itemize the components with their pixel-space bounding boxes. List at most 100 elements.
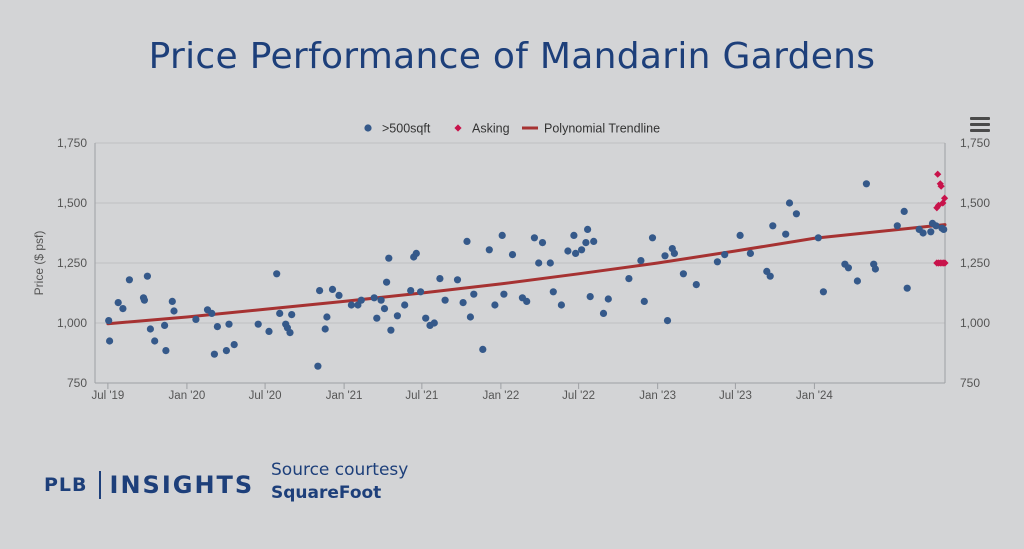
- source-credit: Source courtesy SquareFoot: [271, 460, 408, 503]
- data-point: [377, 296, 385, 304]
- legend-marker-points: [364, 124, 372, 132]
- x-tick-label: Jul '19: [91, 390, 124, 402]
- data-point: [328, 285, 337, 293]
- data-point: [819, 288, 828, 296]
- data-point: [814, 234, 822, 242]
- page-title: Price Performance of Mandarin Gardens: [148, 36, 876, 77]
- data-point: [604, 295, 612, 303]
- data-point: [347, 301, 355, 309]
- data-point: [222, 347, 230, 355]
- data-point: [210, 350, 218, 358]
- data-point: [288, 311, 296, 319]
- asking-point: [933, 204, 941, 212]
- data-point: [407, 287, 415, 295]
- data-point: [582, 239, 590, 247]
- data-point: [170, 307, 178, 315]
- x-tick-label: Jan '24: [796, 390, 833, 402]
- data-point: [769, 222, 777, 230]
- y-tick-label-right: 1,500: [960, 196, 990, 210]
- data-point: [549, 288, 557, 296]
- data-point: [670, 249, 679, 257]
- data-point: [162, 347, 170, 355]
- data-point: [143, 272, 151, 280]
- source-line2: SquareFoot: [271, 483, 382, 503]
- data-point: [663, 317, 672, 325]
- data-point: [417, 288, 425, 296]
- asking-point: [934, 201, 943, 209]
- x-tick-label: Jan '20: [169, 390, 206, 402]
- data-point: [385, 254, 393, 262]
- data-point: [393, 312, 401, 320]
- data-point: [430, 319, 438, 327]
- data-point: [370, 294, 378, 302]
- data-point: [871, 265, 880, 273]
- chart-gridlines: [95, 142, 945, 384]
- data-point: [106, 337, 114, 345]
- data-point: [578, 246, 586, 254]
- data-point: [637, 257, 645, 265]
- data-point: [599, 309, 608, 317]
- data-point: [900, 207, 908, 215]
- data-point: [564, 247, 572, 255]
- data-point: [105, 317, 113, 325]
- hamburger-menu-icon[interactable]: [970, 117, 990, 134]
- asking-point: [934, 170, 942, 178]
- legend-label-trendline: Polynomial Trendline: [544, 122, 660, 136]
- data-point: [380, 305, 389, 313]
- data-point: [479, 345, 487, 353]
- data-point: [530, 234, 539, 242]
- data-point: [546, 259, 554, 267]
- data-point: [387, 326, 395, 334]
- data-point: [692, 281, 700, 289]
- data-point: [746, 249, 755, 257]
- asking-series: [933, 170, 949, 267]
- data-point: [940, 225, 948, 233]
- legend-label-asking: Asking: [472, 122, 510, 136]
- x-tick-label: Jul '21: [405, 390, 438, 402]
- data-point: [844, 264, 853, 272]
- data-point: [590, 237, 598, 245]
- data-point: [736, 231, 744, 239]
- x-tick-label: Jul '23: [719, 390, 752, 402]
- plb-insights-logo: PLB INSIGHTS: [44, 470, 254, 500]
- y-tick-label-left: 1,750: [57, 136, 87, 150]
- data-point: [862, 180, 871, 188]
- data-point: [335, 291, 343, 299]
- data-point: [782, 230, 790, 238]
- data-point: [265, 327, 273, 335]
- data-point: [463, 237, 471, 245]
- data-point: [572, 249, 580, 257]
- chart-legend[interactable]: >500sqft Asking Polynomial Trendline: [364, 122, 660, 136]
- x-tick-label: Jan '21: [326, 390, 363, 402]
- asking-point: [937, 182, 945, 190]
- data-point: [766, 272, 774, 280]
- data-point: [192, 315, 200, 323]
- data-point: [276, 309, 284, 317]
- legend-label-points: >500sqft: [382, 122, 431, 136]
- data-point: [470, 290, 478, 298]
- data-point: [903, 284, 911, 292]
- data-point: [523, 297, 531, 305]
- data-point: [254, 320, 262, 328]
- chart-axes: 750 750 1,000 1,000 1,250 1,250 1,500 1,500 1,75…: [32, 136, 990, 402]
- data-point: [557, 301, 566, 309]
- data-point: [436, 275, 444, 283]
- data-point: [485, 246, 493, 254]
- trendline: [106, 223, 947, 326]
- y-axis-title: Price ($ psf): [32, 231, 46, 296]
- y-tick-label-left: 1,000: [57, 316, 87, 330]
- data-point: [401, 301, 409, 309]
- data-point: [491, 301, 499, 309]
- data-point: [125, 276, 133, 284]
- y-tick-label-right: 1,750: [960, 136, 990, 150]
- data-point: [927, 228, 935, 236]
- data-point: [535, 259, 543, 267]
- data-point: [321, 325, 329, 333]
- data-point: [721, 251, 729, 259]
- data-point: [466, 313, 474, 321]
- data-point: [584, 225, 592, 233]
- y-tick-label-left: 1,500: [57, 196, 87, 210]
- y-tick-label-left: 750: [67, 376, 87, 390]
- data-point: [625, 275, 633, 283]
